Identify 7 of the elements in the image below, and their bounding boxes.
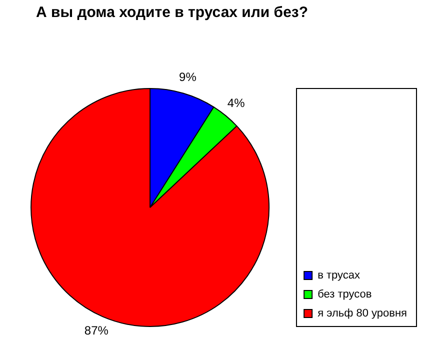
- chart-title: А вы дома ходите в трусах или без?: [36, 4, 308, 21]
- data-label: 87%: [84, 324, 109, 338]
- legend-label: я эльф 80 уровня: [318, 308, 408, 320]
- legend-label: без трусов: [318, 288, 372, 301]
- data-label: 9%: [179, 70, 197, 84]
- legend-label: в трусах: [318, 270, 361, 282]
- data-label: 4%: [227, 96, 246, 110]
